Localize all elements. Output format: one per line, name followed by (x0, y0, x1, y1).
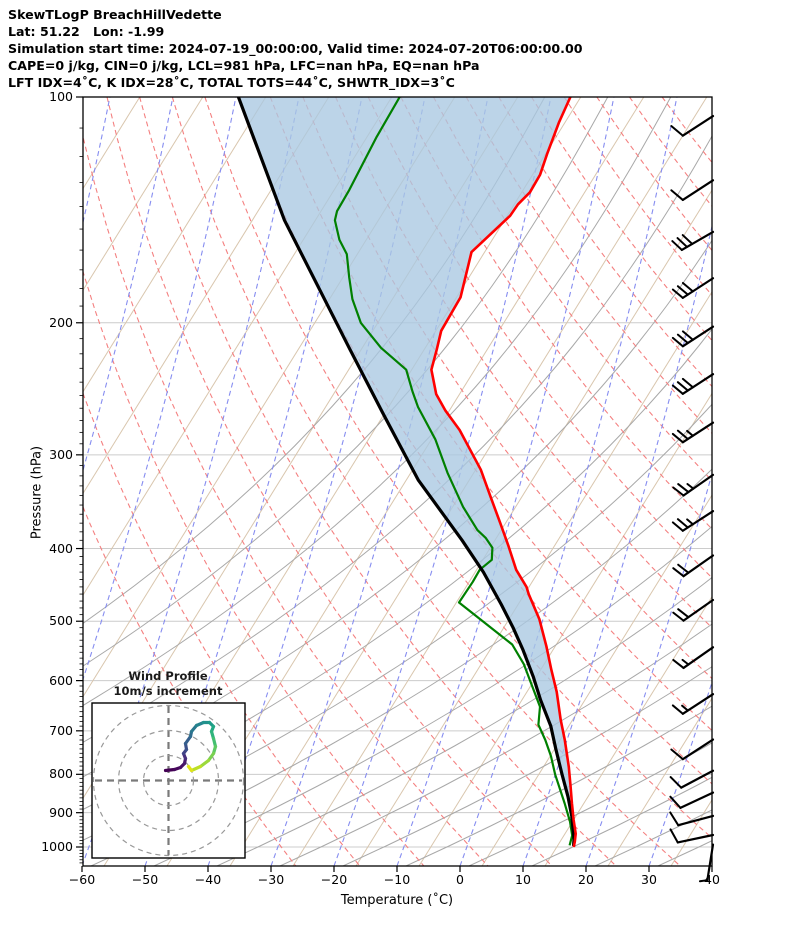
pressure-tick-label: 700 (49, 722, 73, 738)
wind-barb (670, 114, 715, 137)
x-tick-label: 30 (641, 872, 657, 887)
hodograph-trace-segment (186, 764, 194, 773)
pressure-tick-label: 100 (49, 89, 73, 104)
x-tick-label: −20 (320, 872, 348, 887)
x-tick-label: −60 (68, 872, 96, 887)
wind-barb (669, 769, 715, 789)
wind-barb (672, 598, 715, 622)
hodograph-trace-segment (189, 764, 203, 773)
x-tick-label: −50 (131, 872, 159, 887)
x-tick-label: 20 (578, 872, 594, 887)
wind-barb (669, 791, 715, 809)
wind-barb (671, 510, 715, 532)
x-tick-label: 40 (704, 872, 720, 887)
hodograph-inset (91, 702, 246, 859)
stability-indices-2: LFT IDX=4˚C, K IDX=28˚C, TOTAL TOTS=44˚C… (8, 75, 455, 90)
stability-indices-1: CAPE=0 j/kg, CIN=0 j/kg, LCL=981 hPa, LF… (8, 58, 480, 73)
pressure-tick-label: 500 (49, 613, 73, 629)
wind-barb (669, 811, 715, 827)
hodograph-subtitle: 10m/s increment (113, 684, 223, 698)
pressure-tick-label: 200 (49, 314, 73, 330)
cin-shaded-area (238, 97, 576, 847)
wind-barb (671, 325, 715, 348)
wind-barb (672, 473, 715, 497)
wind-barb (698, 843, 715, 883)
temperature-curve (430, 97, 578, 848)
x-tick-label: 0 (456, 872, 464, 887)
wind-barb (671, 693, 715, 715)
wind-barb (671, 373, 715, 395)
pressure-tick-label: 400 (49, 540, 73, 556)
axis-ticks (76, 96, 713, 872)
location-line: Lat: 51.22 Lon: -1.99 (8, 24, 165, 39)
wind-barb (670, 179, 715, 202)
pressure-tick-label: 1000 (41, 839, 73, 854)
x-tick-label: −30 (257, 872, 285, 887)
x-tick-label: −10 (383, 872, 411, 887)
wind-barb (671, 230, 715, 252)
wind-barb (672, 554, 715, 578)
wind-barb (670, 738, 715, 761)
x-tick-label: −40 (194, 872, 222, 887)
hodograph-title: Wind Profile (128, 669, 208, 683)
pressure-tick-label: 800 (49, 766, 73, 782)
y-axis-label: Pressure (hPa) (29, 445, 45, 540)
x-axis-label: Temperature (˚C) (340, 893, 454, 908)
pressure-tick-label: 600 (49, 672, 73, 688)
parcel-curve (236, 97, 576, 847)
wind-barb (669, 828, 715, 844)
wind-barb (671, 421, 715, 444)
page-title: SkewTLogP BreachHillVedette (8, 7, 222, 22)
x-tick-label: 10 (515, 872, 531, 887)
simulation-times: Simulation start time: 2024-07-19_00:00:… (8, 41, 583, 56)
pressure-tick-label: 300 (49, 446, 73, 462)
hodograph-trace-segment (198, 758, 211, 769)
pressure-tick-label: 900 (49, 804, 73, 820)
wind-barbs (669, 114, 715, 883)
wind-barb (671, 277, 715, 299)
dewpoint-curve (333, 97, 574, 846)
wind-barb (672, 646, 715, 670)
